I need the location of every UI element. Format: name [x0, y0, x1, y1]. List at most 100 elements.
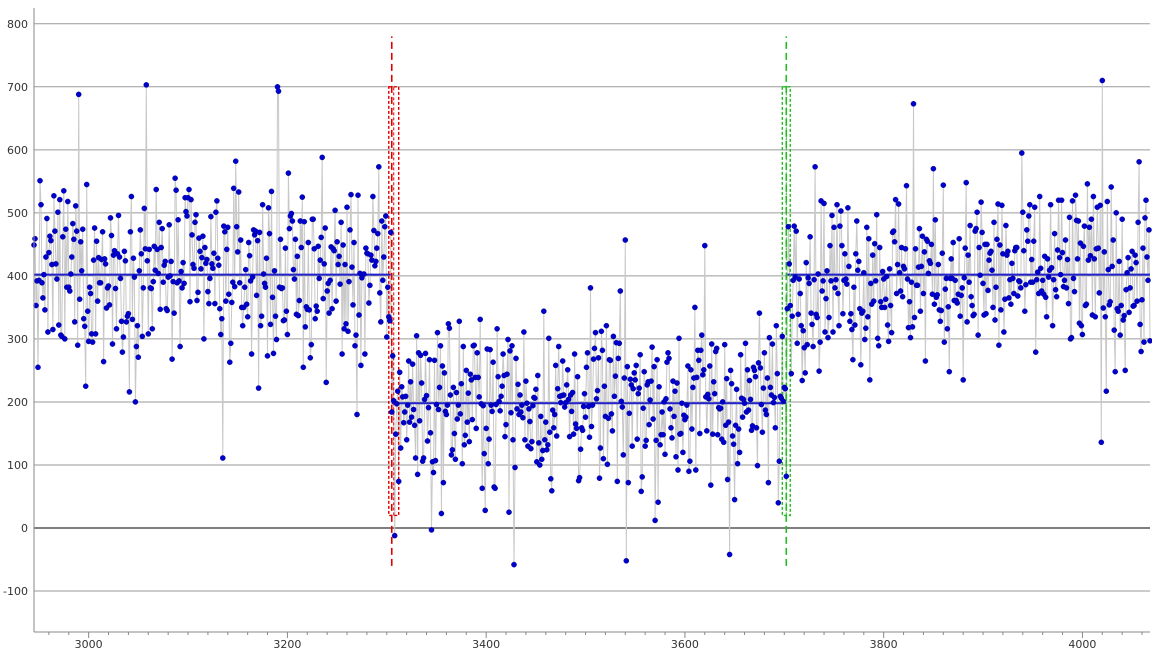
data-point: [830, 329, 836, 335]
data-point: [35, 364, 41, 371]
data-point: [666, 355, 672, 362]
data-point: [480, 402, 487, 409]
data-point: [55, 209, 61, 215]
data-point: [416, 417, 423, 424]
data-point: [60, 233, 66, 240]
data-point: [1048, 264, 1055, 271]
data-point: [426, 356, 433, 363]
data-point: [439, 363, 446, 369]
data-point: [118, 318, 125, 325]
data-point: [158, 244, 164, 251]
data-point: [938, 307, 945, 314]
data-point: [485, 460, 492, 467]
data-point: [1121, 312, 1127, 319]
data-point: [752, 373, 759, 380]
data-point: [1059, 249, 1066, 256]
data-point: [1118, 302, 1124, 309]
data-point: [719, 399, 726, 405]
data-point: [518, 409, 524, 415]
data-point: [702, 242, 708, 249]
data-point: [779, 333, 786, 340]
data-point: [856, 258, 862, 265]
data-point: [236, 279, 243, 286]
data-point: [318, 234, 325, 241]
data-point: [770, 399, 777, 406]
data-point: [283, 308, 290, 315]
data-point: [396, 369, 403, 376]
data-point: [626, 410, 633, 417]
data-point: [204, 256, 210, 263]
data-point: [588, 423, 595, 430]
data-point: [721, 341, 728, 348]
data-point: [697, 430, 703, 437]
data-point: [433, 401, 440, 408]
data-point: [1006, 295, 1012, 301]
data-point: [76, 296, 83, 303]
data-point: [793, 228, 800, 234]
data-point: [964, 319, 970, 325]
data-point: [1144, 254, 1150, 260]
data-point: [846, 263, 852, 270]
data-point: [868, 280, 874, 287]
data-point: [392, 431, 399, 437]
data-point: [657, 441, 663, 448]
data-point: [352, 342, 358, 349]
data-point: [895, 201, 902, 207]
data-point: [979, 229, 985, 236]
data-point: [129, 316, 136, 323]
data-point: [510, 436, 516, 443]
data-point: [1136, 158, 1142, 165]
data-point: [464, 419, 471, 425]
data-point: [946, 368, 953, 375]
data-point: [279, 285, 286, 291]
data-point: [993, 284, 999, 291]
data-point: [451, 430, 458, 437]
data-point: [221, 228, 228, 235]
data-point: [366, 300, 372, 306]
data-point: [914, 282, 921, 289]
data-point: [1045, 274, 1052, 280]
data-point: [479, 485, 486, 492]
data-point: [246, 252, 253, 259]
data-point: [1017, 278, 1023, 285]
data-point: [1098, 439, 1105, 446]
data-point: [332, 207, 338, 214]
data-point: [275, 88, 282, 94]
data-point: [918, 263, 925, 270]
data-point: [799, 377, 806, 384]
data-point: [774, 370, 781, 377]
data-point: [1100, 305, 1107, 311]
data-point: [999, 202, 1005, 209]
data-point: [508, 409, 514, 416]
data-point: [90, 257, 97, 263]
data-point: [875, 342, 882, 349]
data-point: [1138, 348, 1144, 355]
data-point: [299, 194, 306, 200]
data-point: [756, 310, 763, 316]
data-point: [350, 302, 356, 308]
data-point: [983, 310, 989, 317]
data-point: [186, 186, 192, 193]
data-point: [133, 343, 140, 350]
data-point: [105, 283, 112, 289]
data-point: [647, 397, 653, 403]
data-point: [680, 449, 686, 456]
data-point: [1099, 77, 1106, 84]
data-point: [420, 455, 427, 461]
data-point: [423, 392, 430, 399]
data-point: [1026, 213, 1032, 219]
x-tick-label-3800: 3800: [870, 638, 898, 651]
data-point: [136, 267, 143, 274]
data-point: [673, 453, 679, 460]
data-point: [956, 235, 963, 242]
data-point: [704, 428, 710, 434]
data-point: [256, 229, 263, 236]
data-point: [829, 212, 835, 219]
data-point: [177, 343, 183, 350]
data-point: [267, 321, 274, 328]
data-point: [456, 318, 463, 325]
data-point: [731, 496, 738, 503]
data-point: [1112, 368, 1118, 375]
data-point: [407, 378, 414, 385]
data-point: [180, 259, 186, 266]
